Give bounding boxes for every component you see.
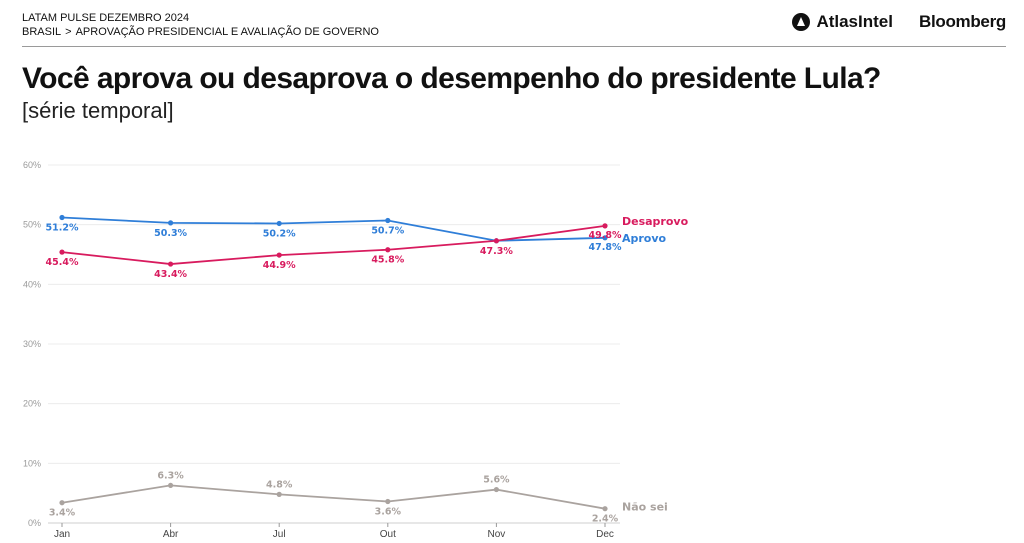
breadcrumb-topic: APROVAÇÃO PRESIDENCIAL E AVALIAÇÃO DE GO… (75, 26, 379, 38)
nao-sei-point (493, 486, 499, 493)
nao-sei-series-label: Não sei (622, 501, 668, 514)
bloomberg-logo: Bloomberg (918, 12, 1006, 31)
aprovo-data-label: 50.3% (154, 228, 187, 239)
desaprovo-data-label: 47.3% (480, 246, 513, 257)
desaprovo-point (602, 223, 608, 229)
desaprovo-point (385, 247, 391, 253)
y-tick-label: 50% (23, 220, 41, 230)
nao-sei-line (61, 484, 606, 510)
survey-header: LATAM PULSE DEZEMBRO 2024 BRASIL > APROV… (22, 11, 379, 39)
chart-subtitle: [série temporal] (22, 98, 174, 123)
desaprovo-point (276, 252, 282, 258)
nao-sei-data-label: 6.3% (157, 470, 184, 481)
chart-title: Você aprova ou desaprova o desempenho do… (22, 62, 881, 95)
x-tick-label: Jan (54, 529, 70, 540)
desaprovo-point (59, 249, 65, 255)
desaprovo-data-label: 43.4% (154, 269, 187, 280)
brand-logos: AtlasIntel Bloomberg (792, 12, 1006, 32)
nao-sei-point (602, 506, 608, 512)
aprovo-data-label: 51.2% (46, 223, 79, 234)
desaprovo-point (168, 261, 174, 267)
nao-sei-point (59, 500, 65, 506)
breadcrumb-country: BRASIL (22, 26, 62, 38)
nao-sei-point (276, 491, 282, 497)
desaprovo-data-label: 49.8% (589, 230, 622, 241)
breadcrumb-separator: > (65, 26, 72, 38)
nao-sei-data-label: 4.8% (266, 479, 293, 490)
aprovo-line (61, 216, 606, 242)
aprovo-point (385, 217, 391, 224)
atlasintel-icon (792, 13, 811, 31)
x-tick-label: Dec (596, 529, 614, 540)
atlasintel-wordmark: AtlasIntel (816, 12, 893, 31)
desaprovo-data-label: 44.9% (263, 260, 296, 271)
aprovo-data-label: 50.2% (263, 228, 296, 239)
nao-sei-point (385, 498, 391, 505)
aprovo-data-label: 47.8% (589, 242, 622, 253)
nao-sei-data-label: 5.6% (483, 475, 510, 486)
aprovo-point (276, 220, 282, 227)
aprovo-point (168, 220, 174, 226)
nao-sei-data-label: 3.4% (49, 508, 76, 519)
y-tick-label: 0% (28, 518, 41, 528)
y-tick-label: 40% (23, 279, 41, 289)
aprovo-point (59, 214, 65, 221)
x-tick-label: Out (380, 529, 396, 540)
y-tick-label: 30% (23, 339, 41, 349)
desaprovo-data-label: 45.8% (371, 255, 404, 266)
y-tick-label: 10% (23, 458, 41, 468)
desaprovo-line (61, 224, 606, 265)
desaprovo-data-label: 45.4% (46, 257, 79, 268)
aprovo-series-label: Aprovo (622, 232, 667, 245)
nao-sei-data-label: 3.6% (375, 507, 402, 518)
y-tick-label: 20% (23, 399, 41, 409)
survey-name: LATAM PULSE DEZEMBRO 2024 (22, 12, 190, 24)
y-tick-label: 60% (23, 160, 41, 170)
aprovo-data-label: 50.7% (371, 225, 404, 236)
aprovo-point (602, 235, 608, 241)
atlasintel-logo: AtlasIntel (792, 12, 893, 32)
desaprovo-series-label: Desaprovo (622, 215, 689, 228)
desaprovo-point (493, 238, 499, 244)
nao-sei-point (168, 482, 174, 489)
breadcrumb: BRASIL > APROVAÇÃO PRESIDENCIAL E AVALIA… (22, 25, 379, 39)
nao-sei-data-label: 2.4% (592, 514, 619, 525)
header-divider (22, 46, 1006, 47)
x-tick-label: Abr (163, 529, 179, 540)
x-tick-label: Jul (273, 529, 286, 540)
x-tick-label: Nov (488, 529, 506, 540)
